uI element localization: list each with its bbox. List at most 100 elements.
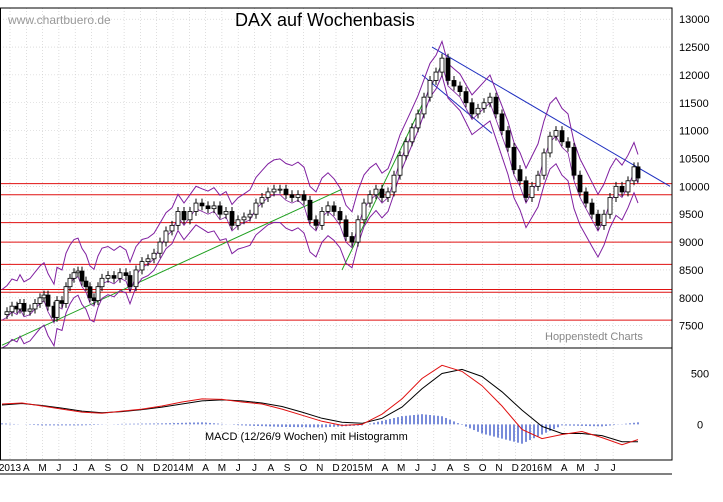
x-tick-label: O <box>120 463 128 474</box>
x-tick-label: A <box>202 463 209 474</box>
x-tick-label: M <box>218 463 226 474</box>
candle-body <box>4 311 10 315</box>
candle-body <box>241 216 247 221</box>
candle-body <box>391 174 397 193</box>
candle-body <box>259 197 265 204</box>
x-tick-label: A <box>447 463 454 474</box>
candle-body <box>9 305 15 313</box>
x-tick-label: D <box>153 463 160 474</box>
y-tick-label: 9000 <box>679 237 703 249</box>
y-tick-label: 12500 <box>679 42 710 54</box>
candle-body <box>247 213 253 218</box>
candle-body <box>283 188 289 196</box>
candle-body <box>421 96 427 115</box>
band-mid <box>1 62 639 325</box>
candle-body <box>577 174 583 193</box>
x-tick-label: J <box>611 463 616 474</box>
candle-body <box>27 308 33 312</box>
candle-body <box>397 155 403 176</box>
candle-body <box>319 211 325 226</box>
x-tick-label: N <box>495 463 502 474</box>
candle-body <box>439 57 445 73</box>
candle-body <box>139 261 145 271</box>
candle-body <box>193 202 199 212</box>
macd-label: MACD (12/26/9 Wochen) mit Histogramm <box>205 431 408 443</box>
candle-body <box>111 275 117 279</box>
x-tick-label: 2014 <box>162 463 185 474</box>
candle-body <box>493 96 499 115</box>
candle-body <box>619 185 625 193</box>
candle-body <box>63 286 69 304</box>
candle-body <box>41 294 47 299</box>
candle-body <box>367 194 373 204</box>
candle-body <box>151 252 157 260</box>
candle-body <box>487 96 493 104</box>
candle-body <box>229 211 235 226</box>
candle-body <box>199 202 205 207</box>
candle-body <box>337 211 343 221</box>
watermark: www.chartbuero.de <box>7 13 111 27</box>
candle-body <box>553 130 559 137</box>
candle-body <box>32 303 38 310</box>
source-label: Hoppenstedt Charts <box>545 331 643 343</box>
candle-body <box>181 211 187 221</box>
candle-body <box>589 202 595 215</box>
candle-body <box>54 300 60 318</box>
candle-body <box>253 202 259 215</box>
candle-body <box>169 224 175 232</box>
candle-body <box>91 297 97 302</box>
x-tick-label: M <box>544 463 552 474</box>
candle-body <box>325 205 331 212</box>
x-tick-label: M <box>38 463 46 474</box>
x-tick-label: J <box>56 463 61 474</box>
candle-body <box>265 191 271 198</box>
y-tick-label: 13000 <box>679 14 710 26</box>
candle-body <box>379 188 385 198</box>
candle-body <box>523 180 529 198</box>
candle-body <box>415 113 421 129</box>
candle-body <box>133 269 139 288</box>
candle-body <box>211 205 217 210</box>
candle-body <box>301 194 307 201</box>
x-tick-label: D <box>512 463 519 474</box>
x-tick-label: S <box>463 463 470 474</box>
candle-body <box>433 71 439 81</box>
candle-body <box>17 303 23 310</box>
candle-body <box>571 146 577 176</box>
candle-body <box>117 272 123 279</box>
candle-body <box>21 303 27 312</box>
candle-body <box>595 213 601 226</box>
candle-body <box>361 202 367 221</box>
macd-y-tick: 500 <box>691 368 709 380</box>
candle-body <box>343 219 349 237</box>
candle-body <box>307 199 313 221</box>
candle-body <box>95 286 101 302</box>
candle-body <box>349 236 355 243</box>
y-tick-label: 11000 <box>679 126 709 138</box>
x-tick-label: S <box>104 463 111 474</box>
candle-body <box>409 127 415 143</box>
candle-body <box>99 277 105 288</box>
x-tick-label: 2015 <box>341 463 364 474</box>
candle-body <box>565 141 571 148</box>
candle-body <box>403 141 409 157</box>
x-tick-label: A <box>23 463 30 474</box>
candle-body <box>45 294 51 307</box>
x-tick-label: A <box>88 463 95 474</box>
x-tick-label: N <box>137 463 144 474</box>
x-tick-label: 2016 <box>520 463 543 474</box>
candle-body <box>505 130 511 148</box>
candle-body <box>445 57 451 81</box>
candle-body <box>535 174 541 187</box>
candle-body <box>607 197 613 215</box>
x-tick-label: J <box>252 463 257 474</box>
candle-body <box>37 297 43 304</box>
candle-body <box>157 241 163 254</box>
band-upper <box>1 39 639 290</box>
candle-body <box>75 270 81 274</box>
candle-body <box>105 275 111 279</box>
x-tick-label: N <box>316 463 323 474</box>
candle-body <box>79 270 85 282</box>
